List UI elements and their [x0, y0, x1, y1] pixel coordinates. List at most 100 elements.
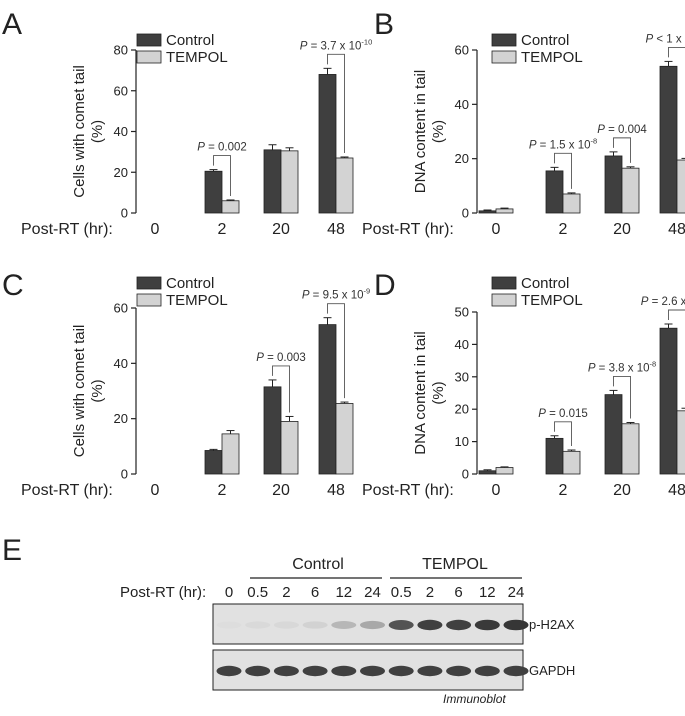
x-axis-label: Post-RT (hr): — [21, 482, 113, 499]
blot-x-axis-label: Post-RT (hr): — [120, 584, 206, 601]
legend-swatch-tempol — [492, 294, 516, 306]
bar-control — [479, 471, 496, 474]
p-value-label: P = 9.5 x 10-9 — [302, 287, 370, 302]
bar-tempol — [336, 158, 353, 213]
y-tick-label: 10 — [455, 434, 469, 449]
x-tick-label: 0 — [151, 221, 160, 238]
blot-band — [360, 666, 385, 676]
timepoint-label: 24 — [508, 584, 525, 601]
y-axis-label-line2: (%) — [89, 379, 106, 402]
y-axis-label-line2: (%) — [430, 381, 447, 404]
immunoblot-footnote: Immunoblot — [443, 692, 506, 706]
x-tick-label: 20 — [272, 482, 290, 499]
blot-band — [217, 666, 242, 676]
bar-control — [319, 74, 336, 213]
bar-control — [605, 395, 622, 474]
y-tick-label: 80 — [114, 43, 128, 58]
blot-band — [274, 666, 299, 676]
bar-control — [546, 171, 563, 213]
y-tick-label: 20 — [114, 165, 128, 180]
blot-band — [504, 666, 529, 676]
blot-band — [360, 621, 385, 629]
panel-letter: D — [374, 269, 396, 302]
legend-swatch-control — [492, 277, 516, 289]
y-tick-label: 50 — [455, 305, 469, 320]
bar-tempol — [622, 424, 639, 474]
p-value-label: P = 3.8 x 10-8 — [588, 359, 656, 374]
y-axis-label: Cells with comet tail(%) — [71, 325, 106, 458]
y-tick-label: 30 — [455, 369, 469, 384]
x-tick-label: 20 — [613, 482, 631, 499]
p-value-label: P = 0.002 — [197, 142, 247, 154]
legend-swatch-tempol — [137, 294, 161, 306]
y-tick-label: 0 — [462, 206, 469, 221]
y-axis-label-line1: DNA content in tail — [412, 331, 429, 454]
y-axis-label: DNA content in tail(%) — [412, 331, 447, 454]
legend-label-tempol: TEMPOL — [521, 49, 583, 66]
panel-letter: C — [2, 269, 24, 302]
blot-row-label: GAPDH — [529, 663, 575, 678]
timepoint-label: 2 — [282, 584, 290, 601]
group-label-control: Control — [292, 556, 344, 573]
timepoint-label: 6 — [311, 584, 319, 601]
panel-letter: E — [2, 534, 22, 567]
y-tick-label: 20 — [455, 402, 469, 417]
x-tick-label: 48 — [327, 221, 345, 238]
bar-tempol — [336, 403, 353, 474]
p-value-label: P = 0.003 — [256, 352, 306, 364]
p-value-label: P = 2.6 x 10-36 — [641, 293, 685, 308]
legend-label-tempol: TEMPOL — [166, 292, 228, 309]
p-value-label: P = 1.5 x 10-8 — [529, 136, 597, 151]
y-axis-label-line2: (%) — [430, 120, 447, 143]
p-value-label: P < 1 x 10-40 — [646, 30, 685, 45]
y-axis-label-line2: (%) — [89, 120, 106, 143]
x-axis-label: Post-RT (hr): — [362, 221, 454, 238]
blot-band — [245, 666, 270, 676]
y-tick-label: 60 — [455, 43, 469, 58]
x-tick-label: 2 — [559, 221, 568, 238]
bar-control — [319, 325, 336, 474]
bar-control — [660, 66, 677, 213]
x-tick-label: 48 — [327, 482, 345, 499]
y-tick-label: 40 — [114, 356, 128, 371]
x-tick-label: 0 — [492, 482, 501, 499]
bar-tempol — [496, 468, 513, 474]
blot-band — [389, 620, 414, 630]
timepoint-label: 0.5 — [247, 584, 268, 601]
p-value-label: P = 0.015 — [538, 408, 588, 420]
bar-tempol — [281, 151, 298, 213]
y-axis-label: DNA content in tail(%) — [412, 70, 447, 193]
x-axis-label: Post-RT (hr): — [362, 482, 454, 499]
bar-control — [264, 387, 281, 474]
timepoint-label: 0.5 — [391, 584, 412, 601]
bar-control — [205, 171, 222, 213]
timepoint-label: 24 — [364, 584, 381, 601]
x-tick-label: 20 — [272, 221, 290, 238]
blot-band — [475, 620, 500, 631]
y-axis-label-line1: Cells with comet tail — [71, 65, 88, 198]
x-axis-label: Post-RT (hr): — [21, 221, 113, 238]
bar-control — [479, 211, 496, 213]
x-tick-label: 48 — [668, 482, 685, 499]
y-axis-label-line1: DNA content in tail — [412, 70, 429, 193]
legend-swatch-control — [137, 34, 161, 46]
legend-label-tempol: TEMPOL — [521, 292, 583, 309]
blot-band — [417, 620, 442, 630]
timepoint-label: 6 — [454, 584, 462, 601]
bar-tempol — [677, 411, 685, 474]
legend-label-control: Control — [166, 32, 214, 49]
blot-band — [245, 621, 270, 628]
y-axis-label-line1: Cells with comet tail — [71, 325, 88, 458]
bar-tempol — [563, 194, 580, 213]
y-tick-label: 60 — [114, 301, 128, 316]
x-tick-label: 2 — [218, 482, 227, 499]
bar-control — [205, 450, 222, 474]
bar-control — [660, 328, 677, 474]
legend-swatch-control — [137, 277, 161, 289]
